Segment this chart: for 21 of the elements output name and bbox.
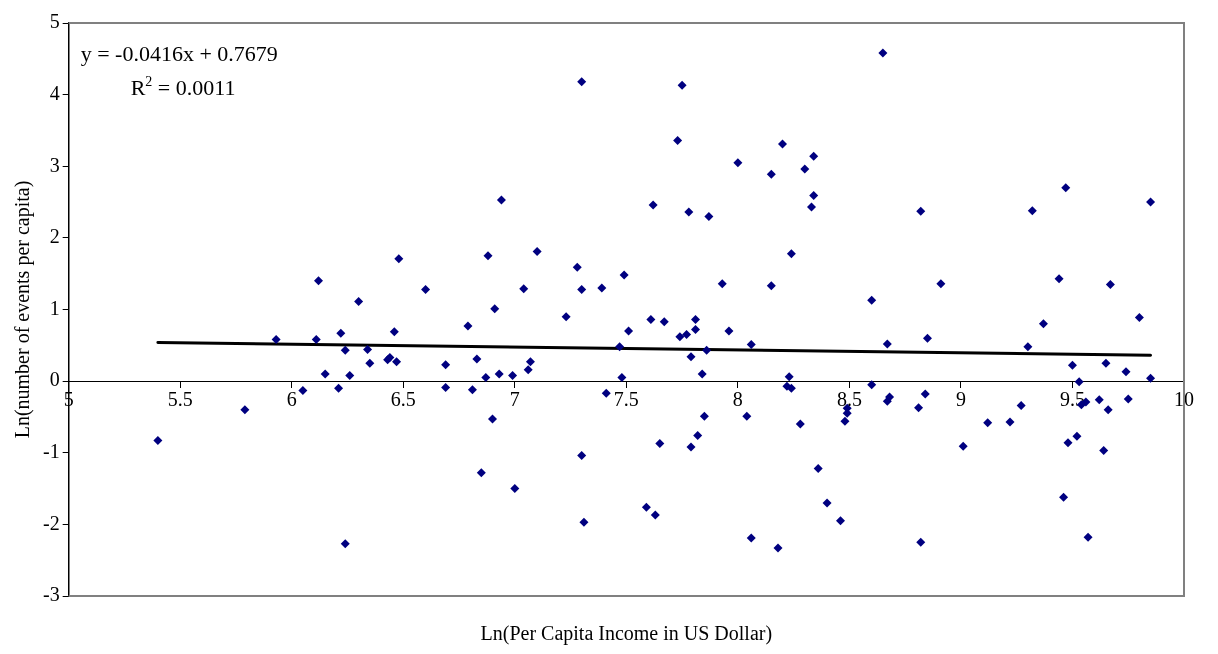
y-tick-label: -3	[42, 583, 60, 606]
x-tick-label: 7	[509, 388, 520, 411]
y-tick-label: 5	[49, 10, 60, 33]
y-axis-title: Ln(number of events per capita)	[11, 180, 35, 439]
annotation: y = -0.0416x + 0.7679	[80, 41, 278, 66]
x-tick-label: 9	[955, 388, 966, 411]
y-tick-label: -2	[42, 511, 60, 534]
y-tick-label: 0	[49, 368, 60, 391]
x-tick-label: 8.5	[836, 388, 862, 411]
y-tick-label: 3	[49, 153, 60, 176]
y-tick-label: 2	[49, 225, 60, 248]
x-tick-label: 10	[1174, 388, 1194, 411]
y-tick-label: -1	[42, 440, 60, 462]
y-tick-label: 4	[49, 81, 60, 104]
x-tick-label: 7.5	[613, 388, 639, 411]
x-tick-label: 6	[286, 388, 297, 411]
y-tick-label: 1	[49, 296, 60, 319]
x-tick-label: 6.5	[390, 388, 416, 411]
x-tick-label: 5.5	[167, 388, 193, 411]
x-tick-label: 8	[732, 388, 743, 411]
x-axis-title: Ln(Per Capita Income in US Dollar)	[480, 622, 773, 645]
